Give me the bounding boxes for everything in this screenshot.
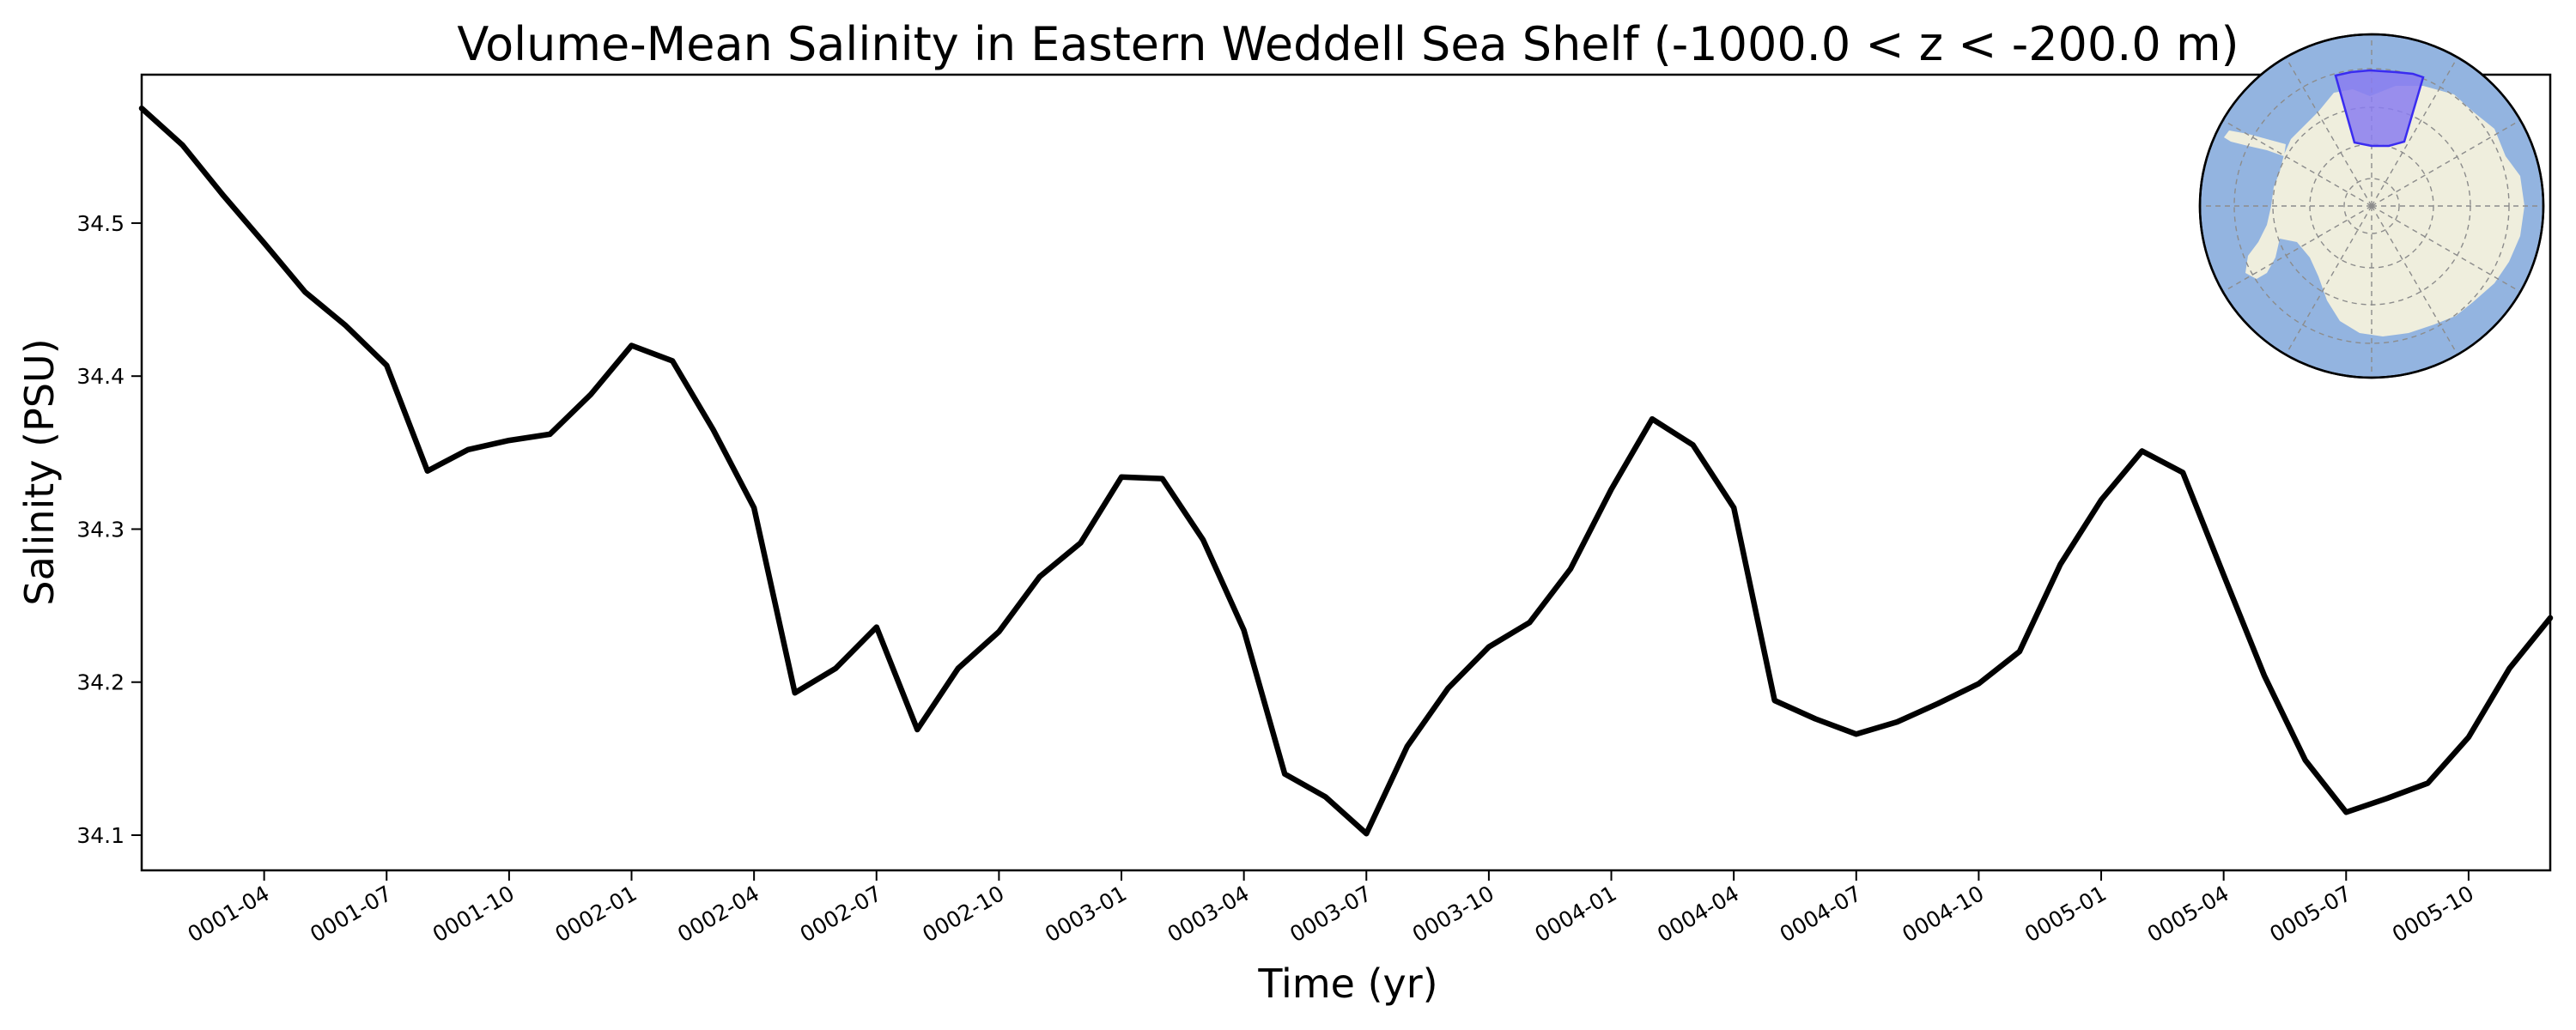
x-axis-label: Time (yr) [1257,960,1437,1007]
x-tick-label: 0003-10 [1408,881,1498,947]
x-tick-label: 0005-04 [2143,881,2233,947]
latitude-grid-ring [2343,178,2400,234]
meridian-grid-lines [2200,34,2543,378]
meridian-line [2371,119,2521,207]
x-tick-label: 0001-10 [428,881,519,947]
x-tick-label: 0004-04 [1653,881,1743,947]
meridian-line [2371,205,2521,293]
x-tick-label: 0004-01 [1531,881,1621,947]
meridian-line [2371,205,2458,355]
y-tick-label: 34.5 [76,211,125,236]
x-tick-label: 0002-07 [796,881,886,947]
x-tick-label: 0003-01 [1041,881,1131,947]
y-axis: 34.1 34.2 34.3 34.4 34.5 [76,211,142,848]
inset-map [2198,33,2545,379]
y-tick-label: 34.3 [76,517,125,542]
y-axis-label: Salinity (PSU) [16,338,63,605]
x-tick-label: 0001-07 [306,881,396,947]
meridian-line [2222,119,2372,207]
x-tick-label: 0002-10 [918,881,1008,947]
y-tick-label: 34.1 [76,823,125,848]
salinity-series-line [138,105,2554,837]
plot-frame [140,73,2552,872]
meridian-line [2285,57,2372,207]
x-tick-label: 0002-01 [551,881,641,947]
meridian-line [2371,57,2458,207]
antarctica-land-shape [2245,86,2524,336]
antarctic-peninsula-shape [2224,130,2286,156]
eastern-weddell-region-highlight [2334,69,2425,148]
x-tick-label: 0003-07 [1285,881,1376,947]
chart-title: Volume-Mean Salinity in Eastern Weddell … [457,17,2239,71]
x-tick-label: 0003-04 [1163,881,1254,947]
y-tick-label: 34.4 [76,364,125,389]
meridian-line [2285,205,2372,355]
x-tick-label: 0002-04 [673,881,763,947]
x-tick-label: 0004-07 [1776,881,1866,947]
x-tick-label: 0001-04 [184,881,274,947]
x-tick-label: 0005-10 [2388,881,2478,947]
x-axis: 0001-04 0001-07 0001-10 0002-01 0002-04 0002-… [184,870,2478,947]
y-tick-label: 34.2 [76,670,125,695]
meridian-line [2222,205,2372,293]
x-tick-label: 0005-07 [2265,881,2355,947]
inset-border [2198,33,2545,379]
x-tick-label: 0004-10 [1898,881,1988,947]
x-tick-label: 0005-01 [2020,881,2111,947]
